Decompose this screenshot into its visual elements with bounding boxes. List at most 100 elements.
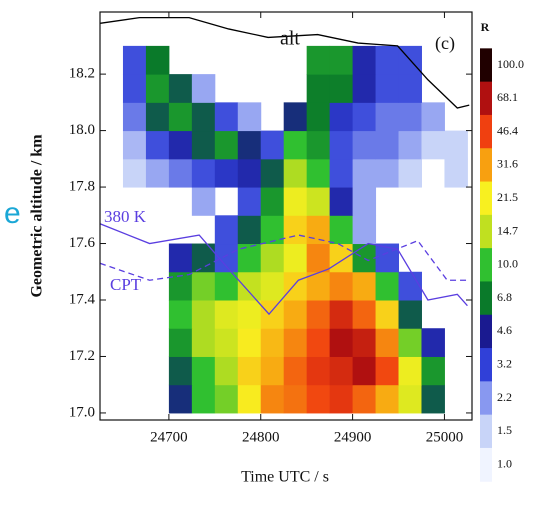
- heat-cell: [237, 384, 262, 414]
- heat-cell: [306, 328, 331, 357]
- colorbar-swatch: [480, 314, 492, 349]
- colorbar-tick-label: 1.5: [497, 423, 512, 437]
- heat-cell: [237, 300, 262, 329]
- colorbar-swatch: [480, 447, 492, 482]
- line-label: 380 K: [104, 207, 147, 226]
- heat-cell: [352, 187, 377, 216]
- heat-cell: [329, 74, 354, 103]
- heat-cell: [260, 271, 285, 301]
- heat-cell: [421, 384, 445, 414]
- heat-cell: [122, 158, 147, 188]
- heat-cell: [352, 271, 377, 301]
- heat-cell: [329, 102, 354, 132]
- heat-cell: [237, 215, 262, 245]
- heat-cell: [145, 74, 170, 103]
- colorbar-swatch: [480, 414, 492, 449]
- heat-cell: [168, 271, 193, 301]
- y-tick-label: 17.0: [69, 404, 95, 420]
- heat-cell: [306, 356, 331, 386]
- heat-cell: [260, 187, 285, 216]
- colorbar-swatch: [480, 114, 492, 149]
- heat-cell: [260, 158, 285, 188]
- heat-cell: [375, 158, 400, 188]
- heat-cell: [237, 271, 262, 301]
- x-tick-label: 24700: [150, 429, 188, 445]
- heat-cell: [398, 300, 422, 329]
- heat-cell: [191, 102, 216, 132]
- heat-cell: [375, 300, 400, 329]
- x-axis-title: Time UTC / s: [241, 469, 329, 486]
- heat-cell: [260, 356, 285, 386]
- colorbar-tick-label: 68.1: [497, 90, 518, 104]
- heat-cell: [306, 300, 331, 329]
- plot-area: [100, 16, 470, 414]
- heat-cell: [283, 328, 308, 357]
- heat-cell: [329, 243, 354, 273]
- heat-cell: [214, 328, 239, 357]
- heat-cell: [260, 215, 285, 245]
- heat-cell: [352, 384, 377, 414]
- heat-cell: [306, 187, 331, 216]
- heat-cell: [306, 158, 331, 188]
- heat-cell: [237, 356, 262, 386]
- x-tick-label: 24800: [242, 429, 280, 445]
- heat-cell: [375, 130, 400, 160]
- heat-cell: [306, 215, 331, 245]
- heat-cell: [191, 356, 216, 386]
- heat-cell: [306, 384, 331, 414]
- colorbar-tick-label: 14.7: [497, 223, 518, 237]
- heat-cell: [375, 271, 400, 301]
- heat-cell: [375, 384, 400, 414]
- heat-cell: [122, 74, 147, 103]
- heat-cell: [306, 271, 331, 301]
- heat-cell: [352, 300, 377, 329]
- heat-cell: [352, 45, 377, 75]
- colorbar-tick-label: 46.4: [497, 123, 518, 137]
- colorbar-tick-label: 6.8: [497, 290, 512, 304]
- colorbar-swatch: [480, 281, 492, 316]
- heat-cell: [398, 74, 422, 103]
- heat-cell: [352, 74, 377, 103]
- heat-cell: [168, 384, 193, 414]
- heat-cell: [145, 158, 170, 188]
- heat-cell: [237, 328, 262, 357]
- heat-cell: [398, 356, 422, 386]
- line-series: [100, 234, 468, 281]
- panel-label: (c): [435, 33, 455, 54]
- colorbar-swatch: [480, 148, 492, 183]
- heat-cell: [421, 328, 445, 357]
- heat-cell: [168, 74, 193, 103]
- heat-cell: [306, 74, 331, 103]
- heat-cell: [260, 328, 285, 357]
- heat-cell: [283, 215, 308, 245]
- heat-cell: [214, 300, 239, 329]
- heat-cell: [283, 130, 308, 160]
- heat-cell: [352, 130, 377, 160]
- heat-cell: [352, 328, 377, 357]
- heat-cell: [283, 300, 308, 329]
- heat-cell: [191, 243, 216, 273]
- colorbar-tick-label: 21.5: [497, 190, 518, 204]
- heat-cell: [352, 356, 377, 386]
- colorbar-tick-label: 31.6: [497, 157, 518, 171]
- line-label: alt: [280, 28, 300, 50]
- heat-cell: [329, 158, 354, 188]
- heat-cell: [421, 356, 445, 386]
- x-tick-label: 24900: [334, 429, 372, 445]
- heat-cell: [375, 102, 400, 132]
- colorbar-swatch: [480, 214, 492, 249]
- heat-cell: [329, 271, 354, 301]
- heat-cell: [375, 45, 400, 75]
- y-tick-label: 17.8: [69, 178, 95, 194]
- heat-cell: [329, 356, 354, 386]
- heat-cell: [145, 45, 170, 75]
- colorbar-swatch: [480, 181, 492, 216]
- y-tick-label: 17.4: [69, 291, 96, 307]
- heat-cell: [168, 158, 193, 188]
- heat-cell: [352, 243, 377, 273]
- colorbar-tick-label: 1.0: [497, 456, 512, 470]
- colorbar-tick-label: 4.6: [497, 323, 512, 337]
- heat-cell: [398, 130, 422, 160]
- heat-cell: [237, 130, 262, 160]
- heat-cell: [375, 328, 400, 357]
